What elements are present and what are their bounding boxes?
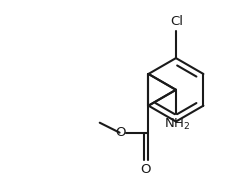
Text: O: O [140, 163, 151, 176]
Text: Cl: Cl [170, 15, 183, 28]
Text: NH$_2$: NH$_2$ [164, 117, 190, 132]
Text: O: O [115, 126, 125, 139]
